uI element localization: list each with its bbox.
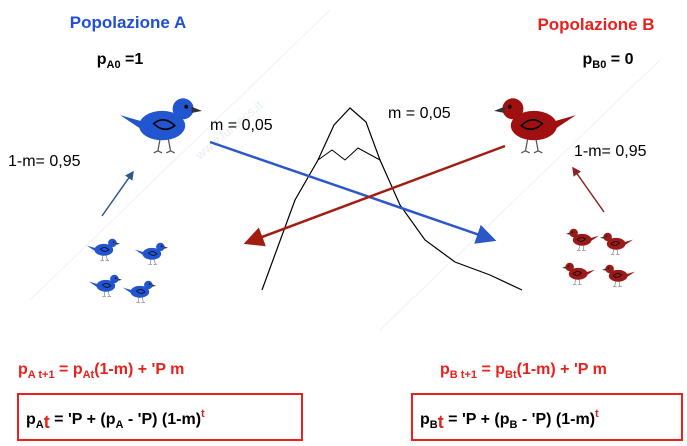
resident-arrow <box>573 168 604 212</box>
bird-b <box>494 98 576 153</box>
text: p <box>18 361 28 378</box>
mountain <box>262 108 522 290</box>
text: p <box>420 411 430 428</box>
superscript: t <box>595 408 599 420</box>
text: = 0 <box>606 51 633 68</box>
text: (1-m) + 'P m <box>94 361 184 378</box>
snow-line <box>318 148 380 160</box>
migration-arrow <box>246 146 505 243</box>
text: = p <box>55 361 83 378</box>
small-bird-a <box>135 243 168 265</box>
text: = p <box>477 361 505 378</box>
bird-a <box>120 98 202 153</box>
small-bird-a <box>123 281 156 303</box>
text: p <box>440 361 450 378</box>
population-title: Popolazione B <box>537 15 654 34</box>
text: - 'P) (1-m) <box>517 411 595 428</box>
text: p <box>583 51 593 68</box>
text: = 'P + (p <box>50 411 116 428</box>
initial-frequency: pB0 = 0 <box>583 51 634 71</box>
small-bird-b <box>602 265 635 287</box>
small-bird-b <box>562 263 595 285</box>
subscript: A t+1 <box>28 369 55 381</box>
migration-arrow <box>210 142 494 240</box>
diagram: www.funtecs.it Popolazione A pA0 =1 Popo… <box>0 0 687 446</box>
recurrence-formula: pB t+1 = pBt(1-m) + 'P m <box>440 361 607 381</box>
migration-label: m = 0,05 <box>210 117 273 134</box>
subscript: B t+1 <box>450 369 477 381</box>
subscript: A0 <box>107 59 121 71</box>
subscript: A <box>36 419 44 431</box>
subscript: Bt <box>505 369 517 381</box>
subscript: B0 <box>592 59 606 71</box>
text: p <box>97 51 107 68</box>
small-bird-a <box>87 239 120 261</box>
small-bird-b <box>566 229 599 251</box>
text: - 'P) (1-m) <box>123 411 201 428</box>
migration-label: m = 0,05 <box>388 105 451 122</box>
text: p <box>26 411 36 428</box>
subscript: A <box>116 419 124 431</box>
subscript: B <box>510 419 518 431</box>
population-title: Popolazione A <box>70 13 187 32</box>
subscript: B <box>430 419 438 431</box>
resident-label: 1-m= 0,95 <box>574 143 647 160</box>
small-bird-a <box>89 275 122 297</box>
text: (1-m) + 'P m <box>517 361 607 378</box>
subscript: At <box>83 369 95 381</box>
superscript: t <box>201 408 205 420</box>
text: =1 <box>121 51 144 68</box>
text: = 'P + (p <box>444 411 510 428</box>
recurrence-formula: pA t+1 = pAt(1-m) + 'P m <box>18 361 184 381</box>
small-bird-b <box>600 233 633 255</box>
resident-arrow <box>102 172 133 216</box>
initial-frequency: pA0 =1 <box>97 51 144 71</box>
resident-label: 1-m= 0,95 <box>8 153 81 170</box>
